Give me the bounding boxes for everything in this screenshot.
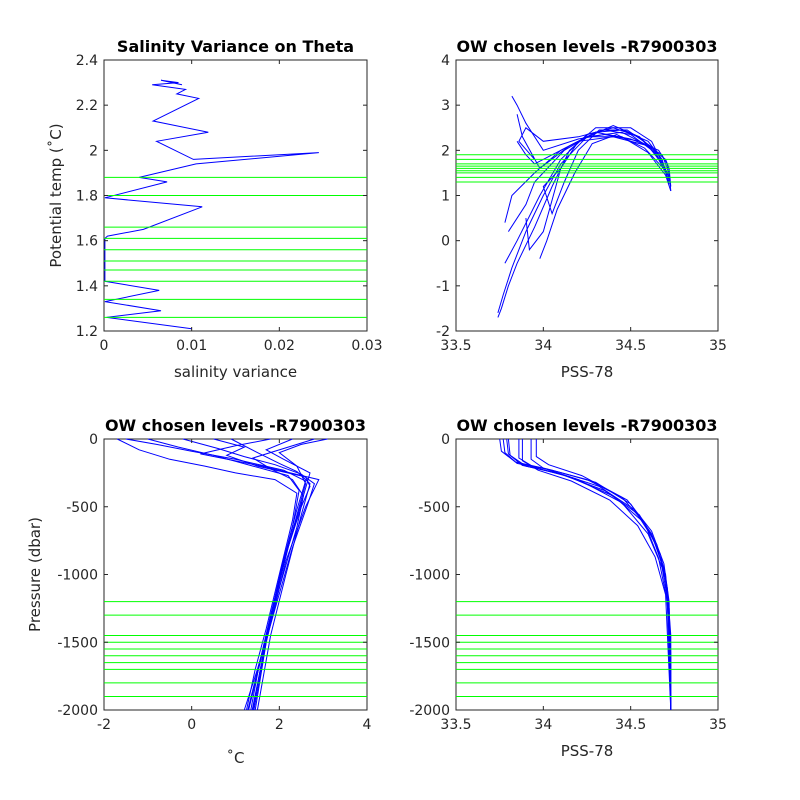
y-tick-label: -2000	[57, 703, 98, 719]
series-line	[497, 131, 666, 314]
y-axis-label: Pressure (dbar)	[26, 517, 44, 632]
series-line	[506, 438, 672, 711]
panel-temperature-pressure: -2 0 2 4 -2000 -1500 -1000 -500 0 OW chosen leve…	[26, 416, 372, 767]
y-tick-label: 1.6	[76, 234, 98, 250]
x-tick-label: 34	[534, 717, 552, 733]
y-tick-label: 0	[441, 234, 450, 250]
x-tick-label: 34.5	[615, 338, 646, 354]
x-axis-label: PSS-78	[561, 742, 614, 760]
x-tick-label: 35	[709, 338, 727, 354]
series-line	[499, 438, 672, 711]
panel-title: OW chosen levels -R7900303	[456, 416, 717, 435]
x-tick-label: 0.02	[264, 338, 295, 354]
panel-title: OW chosen levels -R7900303	[105, 416, 366, 435]
y-tick-label: 1.8	[76, 189, 98, 205]
y-tick-label: -1000	[57, 568, 98, 584]
y-tick-label: -1000	[409, 568, 450, 584]
series-line	[539, 133, 666, 259]
series-line	[253, 438, 328, 711]
y-tick-label: 2	[89, 143, 98, 159]
y-tick-label: 0	[89, 432, 98, 448]
x-axis-label: ˚C	[227, 749, 245, 767]
y-tick-label: 1.2	[76, 324, 98, 340]
plot-area-frame	[455, 59, 719, 332]
x-tick-label: 4	[363, 717, 372, 733]
series-line	[497, 127, 668, 318]
y-tick-label: 3	[441, 98, 450, 114]
x-tick-label: 0.03	[351, 338, 382, 354]
x-tick-label: 2	[275, 717, 284, 733]
y-tick-label: 1.4	[76, 279, 98, 295]
y-tick-label: -1	[436, 279, 450, 295]
y-tick-label: 0	[441, 432, 450, 448]
y-tick-label: -500	[418, 500, 450, 516]
tick-group: -2 0 2 4 -2000 -1500 -1000 -500 0	[57, 432, 371, 733]
y-tick-label: 2.2	[76, 98, 98, 114]
plot-data-group	[456, 438, 718, 711]
y-tick-label: 4	[441, 53, 450, 69]
plot-data-group	[104, 438, 367, 711]
x-axis-label: salinity variance	[174, 363, 297, 381]
panel-title: OW chosen levels -R7900303	[456, 37, 717, 56]
plot-data-group	[456, 95, 718, 318]
x-tick-label: 0	[100, 338, 109, 354]
x-tick-label: -2	[97, 717, 111, 733]
x-tick-label: 35	[709, 717, 727, 733]
x-axis-label: PSS-78	[561, 363, 614, 381]
y-axis-label: Potential temp (˚C)	[47, 123, 65, 267]
panel-salinity-variance: 0 0.01 0.02 0.03 1.2 1.4 1.6 1.8 2 2.2 2.4 Salinit…	[47, 37, 383, 381]
series-line	[504, 136, 672, 223]
series-line	[518, 127, 670, 180]
series-line	[535, 439, 672, 711]
tick-group: 33.5 34 34.5 35 -2000 -1500 -1000 -500 0	[409, 432, 727, 733]
y-tick-label: -1500	[57, 635, 98, 651]
y-tick-label: -2	[436, 324, 450, 340]
y-tick-label: -500	[66, 500, 98, 516]
x-tick-label: 33.5	[440, 338, 471, 354]
series-line	[521, 439, 672, 711]
x-tick-label: 33.5	[440, 717, 471, 733]
y-tick-label: 2	[441, 143, 450, 159]
tick-group: 0 0.01 0.02 0.03 1.2 1.4 1.6 1.8 2 2.2 2.4	[76, 53, 383, 354]
y-tick-label: 2.4	[76, 53, 98, 69]
panel-salinity-pressure: 33.5 34 34.5 35 -2000 -1500 -1000 -500 0 OW chos…	[409, 416, 727, 760]
plot-data-group	[104, 79, 367, 330]
y-tick-label: 1	[441, 189, 450, 205]
x-tick-label: 0.01	[176, 338, 207, 354]
y-tick-label: -2000	[409, 703, 450, 719]
x-tick-label: 34.5	[615, 717, 646, 733]
panel-title: Salinity Variance on Theta	[117, 37, 354, 56]
x-tick-label: 0	[187, 717, 196, 733]
y-tick-label: -1500	[409, 635, 450, 651]
x-tick-label: 34	[534, 338, 552, 354]
series-line	[542, 129, 668, 216]
